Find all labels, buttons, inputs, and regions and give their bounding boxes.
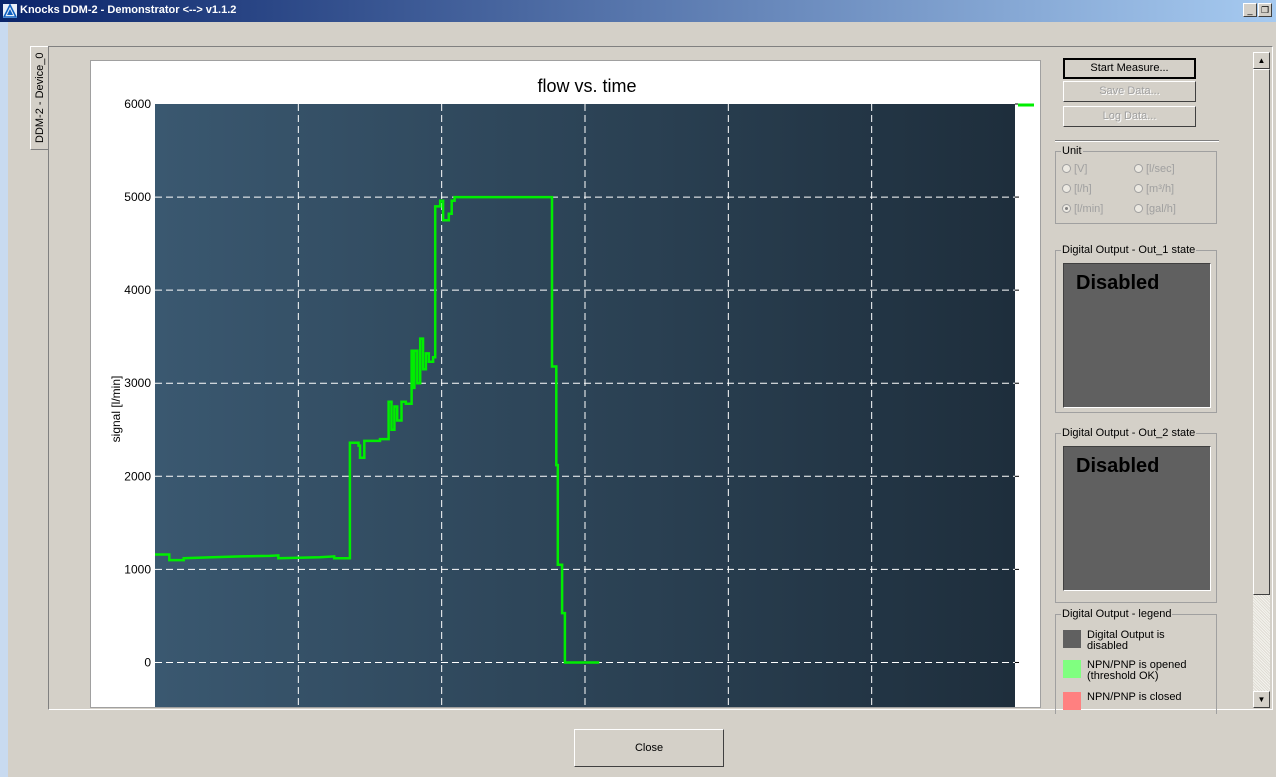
y-axis-label: signal [l/min]	[109, 376, 123, 443]
log-data-button[interactable]: Log Data...	[1063, 106, 1196, 127]
legend-group-title: Digital Output - legend	[1061, 608, 1173, 621]
unit-group-title: Unit	[1061, 145, 1083, 158]
radio-selected-icon	[1062, 204, 1071, 213]
out1-group: Digital Output - Out_1 state Disabled	[1055, 244, 1217, 413]
radio-icon	[1062, 164, 1071, 173]
y-tick-label: 5000	[124, 190, 151, 204]
sidebar-separator	[1055, 140, 1219, 142]
unit-radio-l-sec[interactable]: [l/sec]	[1134, 163, 1175, 175]
out1-state-box: Disabled	[1063, 263, 1211, 408]
restore-button[interactable]: ❐	[1258, 3, 1272, 17]
out2-group: Digital Output - Out_2 state Disabled	[1055, 427, 1217, 603]
legend-text-disabled: Digital Output is disabled	[1087, 629, 1165, 652]
unit-radio-l-h[interactable]: [l/h]	[1062, 183, 1092, 195]
radio-icon	[1134, 164, 1143, 173]
vertical-scrollbar[interactable]: ▲ ▼	[1253, 52, 1270, 708]
out2-state-text: Disabled	[1076, 455, 1160, 477]
scroll-up-button[interactable]: ▲	[1253, 52, 1270, 69]
y-tick-label: 0	[144, 655, 151, 669]
tab-device-0[interactable]: DDM-2 - Device_0	[30, 46, 50, 150]
window-title: Knocks DDM-2 - Demonstrator <--> v1.1.2	[20, 4, 237, 16]
chart-title: flow vs. time	[537, 76, 636, 96]
grid-lines	[155, 104, 1015, 707]
legend-swatch-opened	[1063, 660, 1081, 678]
series-group	[155, 195, 600, 664]
tab-device-0-label: DDM-2 - Device_0	[34, 52, 46, 143]
flow-chart: 0 1000 2000 3000 4000 5000 6000 flow vs. time …	[90, 60, 1041, 708]
legend-swatch-closed	[1063, 692, 1081, 710]
radio-icon	[1134, 184, 1143, 193]
y-axis-ticks: 0 1000 2000 3000 4000 5000 6000	[124, 97, 1019, 669]
legend-text-opened: NPN/PNP is opened (threshold OK)	[1087, 659, 1187, 682]
window-frame-left	[0, 22, 8, 777]
out2-state-box: Disabled	[1063, 446, 1211, 591]
unit-radio-v[interactable]: [V]	[1062, 163, 1087, 175]
out2-group-title: Digital Output - Out_2 state	[1061, 427, 1197, 440]
y-tick-label: 3000	[124, 376, 151, 390]
unit-radio-l-min[interactable]: [l/min]	[1062, 203, 1103, 215]
radio-icon	[1062, 184, 1071, 193]
title-bar: Knocks DDM-2 - Demonstrator <--> v1.1.2 …	[0, 0, 1276, 22]
y-tick-label: 6000	[124, 97, 151, 111]
out1-state-text: Disabled	[1076, 272, 1160, 294]
series-line-flow	[155, 195, 600, 664]
scroll-down-button[interactable]: ▼	[1253, 691, 1270, 708]
start-measure-button[interactable]: Start Measure...	[1063, 58, 1196, 79]
y-tick-label: 4000	[124, 283, 151, 297]
out1-group-title: Digital Output - Out_1 state	[1061, 244, 1197, 257]
unit-radio-m3-h[interactable]: [m³/h]	[1134, 183, 1174, 195]
y-tick-label: 2000	[124, 469, 151, 483]
save-data-button[interactable]: Save Data...	[1063, 81, 1196, 102]
radio-icon	[1134, 204, 1143, 213]
sidebar: Start Measure... Save Data... Log Data..…	[1049, 58, 1221, 714]
legend-group: Digital Output - legend Digital Output i…	[1055, 608, 1217, 714]
app-icon	[3, 4, 17, 18]
unit-group: Unit [V] [l/sec] [l/h] [m³/h] [l/min] [g…	[1055, 145, 1217, 224]
y-tick-label: 1000	[124, 562, 151, 576]
minimize-button[interactable]: _	[1243, 3, 1257, 17]
unit-radio-gal-h[interactable]: [gal/h]	[1134, 203, 1176, 215]
legend-text-closed: NPN/PNP is closed	[1087, 691, 1182, 703]
close-button[interactable]: Close	[574, 729, 724, 767]
legend-swatch-disabled	[1063, 630, 1081, 648]
scroll-thumb[interactable]	[1253, 69, 1270, 595]
